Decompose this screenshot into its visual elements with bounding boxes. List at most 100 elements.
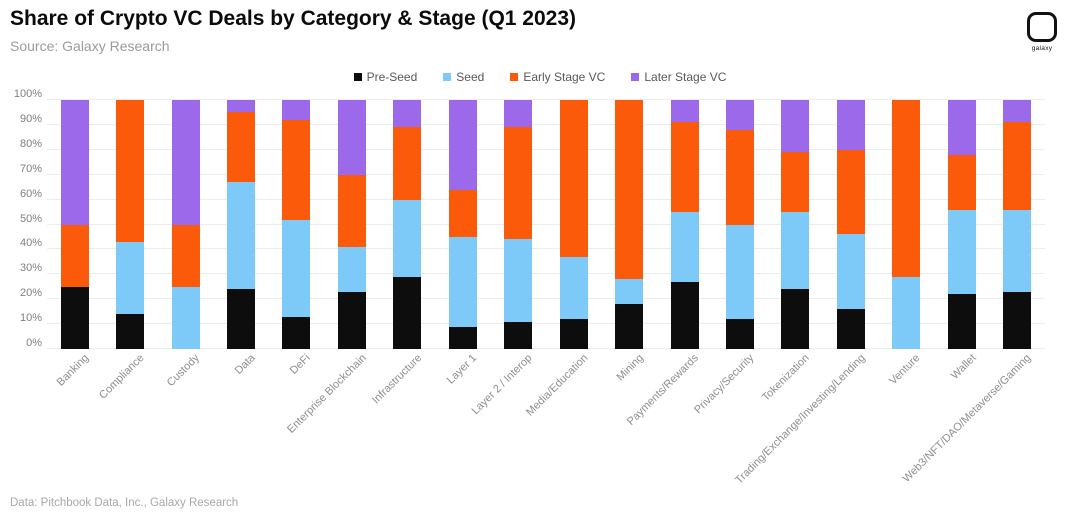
bar-segment bbox=[670, 212, 699, 282]
gridline bbox=[47, 223, 1045, 225]
bar-segment bbox=[725, 319, 754, 349]
gridline bbox=[47, 123, 1045, 125]
stacked-bar bbox=[559, 100, 588, 349]
bar-segment bbox=[947, 100, 976, 155]
galaxy-logo-text: galaxy bbox=[1031, 45, 1053, 52]
bar-segment bbox=[448, 100, 477, 190]
stacked-bar bbox=[1003, 100, 1032, 349]
gridline bbox=[47, 198, 1045, 200]
gridline bbox=[47, 323, 1045, 325]
x-axis-label: Banking bbox=[54, 352, 92, 389]
stacked-bar bbox=[615, 100, 644, 349]
bar-segment bbox=[393, 276, 422, 349]
bar-segment bbox=[504, 100, 533, 128]
x-axis-label: Compliance bbox=[97, 352, 147, 402]
y-tick-label: 20% bbox=[19, 287, 42, 300]
bar-segment bbox=[171, 286, 200, 349]
bar-segment bbox=[337, 100, 366, 175]
bar-segment bbox=[337, 174, 366, 247]
stacked-bar bbox=[781, 100, 810, 349]
bar-segment bbox=[337, 246, 366, 292]
x-axis-label: Data bbox=[232, 352, 258, 377]
bar-segment bbox=[60, 286, 89, 349]
y-axis: 0% 10% 20% 30% 40% 50% 60% 70% 80% 90% 100% bbox=[0, 88, 42, 349]
x-axis-label: Trading/Exchange/Investing/Lending bbox=[732, 352, 868, 487]
x-axis-label: Media/Education bbox=[523, 352, 591, 419]
bar-segment bbox=[448, 326, 477, 349]
bar-segment bbox=[393, 199, 422, 277]
stacked-bar bbox=[725, 100, 754, 349]
bar-segment bbox=[670, 100, 699, 123]
legend-item: Early Stage VC bbox=[510, 70, 605, 84]
bar-segment bbox=[504, 127, 533, 240]
bar-segment bbox=[836, 149, 865, 235]
bar-segment bbox=[227, 100, 256, 113]
bar-segment bbox=[116, 314, 145, 349]
plot-area bbox=[47, 99, 1045, 349]
y-tick-label: 10% bbox=[19, 312, 42, 325]
stacked-bar bbox=[282, 100, 311, 349]
gridline bbox=[47, 148, 1045, 150]
legend-item: Later Stage VC bbox=[631, 70, 726, 84]
legend-swatch-icon bbox=[353, 73, 362, 81]
bar-segment bbox=[947, 154, 976, 210]
gridline bbox=[47, 298, 1045, 300]
stacked-bar bbox=[448, 100, 477, 349]
bar-segment bbox=[448, 189, 477, 237]
bar-segment bbox=[337, 291, 366, 349]
bar-segment bbox=[282, 119, 311, 220]
x-axis-label: Custody bbox=[165, 352, 203, 390]
stacked-bar bbox=[670, 100, 699, 349]
bar-segment bbox=[670, 281, 699, 349]
x-axis-labels: Banking Compliance Custody Data DeFi Enterpri… bbox=[47, 352, 1045, 512]
gridline bbox=[47, 173, 1045, 175]
bar-segment bbox=[1003, 291, 1032, 349]
legend-label: Seed bbox=[456, 70, 485, 84]
y-tick-label: 80% bbox=[19, 137, 42, 150]
bar-segment bbox=[393, 100, 422, 128]
galaxy-logo: galaxy bbox=[1020, 12, 1064, 52]
bar-segment bbox=[60, 224, 89, 287]
legend-label: Later Stage VC bbox=[644, 70, 727, 84]
y-tick-label: 40% bbox=[19, 237, 42, 250]
bar-segment bbox=[947, 294, 976, 349]
bar-segment bbox=[836, 309, 865, 349]
stacked-bar bbox=[504, 100, 533, 349]
bar-segment bbox=[60, 100, 89, 225]
legend-label: Pre-Seed bbox=[366, 70, 418, 84]
stacked-bar bbox=[337, 100, 366, 349]
legend-item: Pre-Seed bbox=[353, 70, 418, 84]
x-axis-label: Web3/NFT/DAO/Metaverse/Gaming bbox=[900, 352, 1034, 485]
legend-swatch-icon bbox=[443, 73, 452, 81]
bar-segment bbox=[1003, 100, 1032, 123]
data-source-footnote: Data: Pitchbook Data, Inc., Galaxy Resea… bbox=[10, 497, 239, 509]
bar-segment bbox=[282, 316, 311, 349]
x-axis-label: Layer 1 bbox=[444, 352, 480, 387]
gridline bbox=[47, 248, 1045, 250]
bar-segment bbox=[781, 212, 810, 290]
bar-segment bbox=[559, 100, 588, 257]
y-tick-label: 30% bbox=[19, 262, 42, 275]
gridline bbox=[47, 273, 1045, 275]
x-axis-label: DeFi bbox=[288, 352, 313, 377]
bar-segment bbox=[559, 256, 588, 320]
bar-segment bbox=[892, 276, 921, 349]
legend-label: Early Stage VC bbox=[523, 70, 606, 84]
x-axis-label: Privacy/Security bbox=[692, 352, 757, 417]
bar-segment bbox=[836, 234, 865, 310]
bar-segment bbox=[448, 236, 477, 327]
bar-segment bbox=[171, 100, 200, 225]
stacked-bar bbox=[116, 100, 145, 349]
bar-segment bbox=[227, 182, 256, 290]
galaxy-logo-icon bbox=[1027, 12, 1057, 42]
stacked-bar bbox=[947, 100, 976, 349]
bar-segment bbox=[725, 129, 754, 225]
legend-item: Seed bbox=[443, 70, 484, 84]
bar-segment bbox=[781, 152, 810, 213]
stacked-bar bbox=[836, 100, 865, 349]
bar-segment bbox=[615, 100, 644, 280]
bar-segment bbox=[504, 321, 533, 349]
bar-segment bbox=[725, 224, 754, 320]
chart-legend: Pre-Seed Seed Early Stage VC Later Stage VC bbox=[0, 70, 1080, 84]
stacked-bar bbox=[892, 100, 921, 349]
